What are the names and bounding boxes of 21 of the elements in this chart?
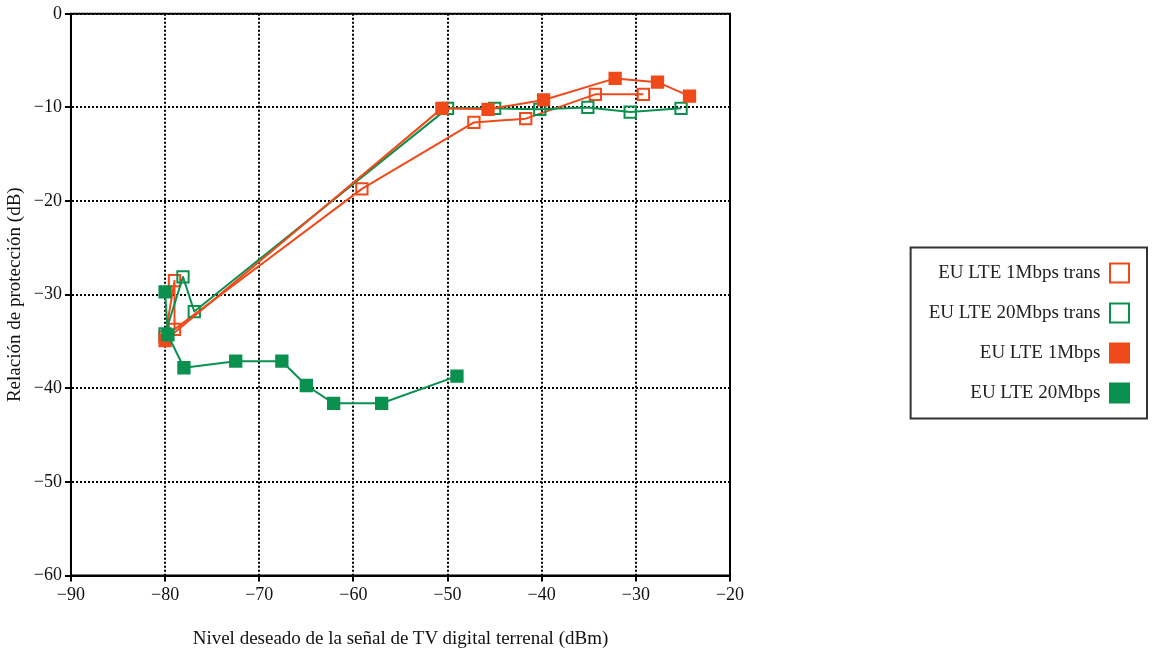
x-tick-label: −20 [715, 584, 745, 605]
y-tick-label: −20 [33, 189, 62, 210]
x-tick-label: −30 [621, 584, 650, 605]
x-tick-label: −70 [245, 584, 274, 605]
x-axis-title: Nivel deseado de la señal de TV digital terrenal (dBm) [192, 626, 609, 649]
y-tick-label: −50 [33, 470, 62, 491]
legend-label: EU LTE 20Mbps [970, 380, 1101, 402]
legend-label: EU LTE 20Mbps trans [928, 300, 1101, 322]
legend-label: EU LTE 1Mbps trans [938, 260, 1101, 282]
x-tick-label: −50 [433, 584, 462, 605]
y-tick-label: −60 [33, 564, 62, 585]
y-tick-label: −10 [33, 96, 62, 117]
y-axis-title: Relación de protección (dB) [3, 187, 26, 403]
legend-label: EU LTE 1Mbps [979, 340, 1101, 362]
y-tick-label: −30 [33, 283, 62, 304]
x-tick-label: −80 [151, 584, 180, 605]
x-tick-label: −90 [56, 584, 86, 605]
x-tick-label: −60 [339, 584, 368, 605]
y-tick-label: 0 [52, 2, 62, 23]
x-tick-label: −40 [527, 584, 556, 605]
y-tick-label: −40 [33, 377, 62, 398]
